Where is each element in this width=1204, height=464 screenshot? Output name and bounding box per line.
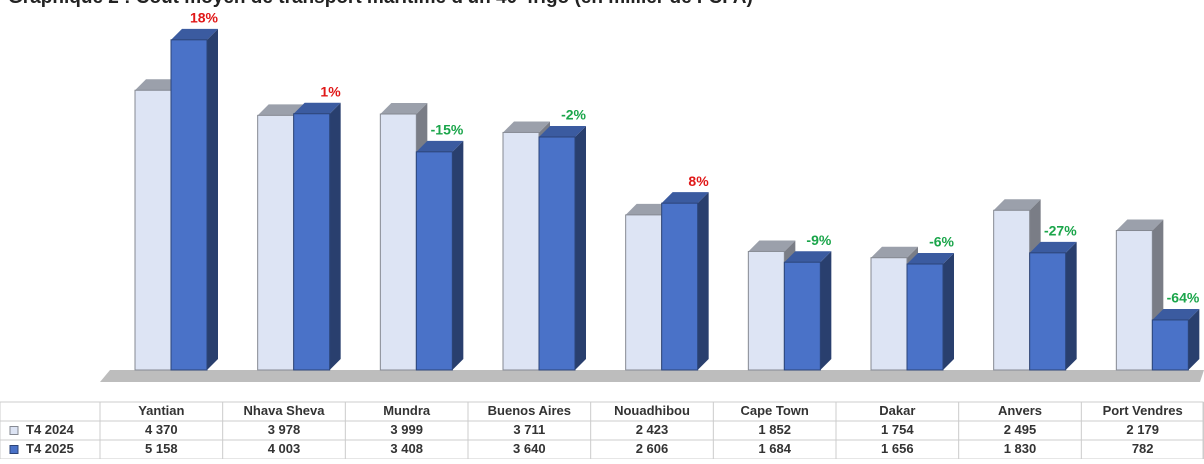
bar bbox=[747, 250, 785, 371]
table-value: 782 bbox=[1132, 441, 1154, 456]
change-label: -64% bbox=[1167, 290, 1200, 306]
change-label: 18% bbox=[190, 10, 219, 26]
bar bbox=[1151, 319, 1189, 371]
category-label: Cape Town bbox=[740, 403, 808, 418]
category-label: Mundra bbox=[383, 403, 431, 418]
bar-top bbox=[503, 121, 550, 133]
bar bbox=[906, 263, 944, 371]
category-label: Port Vendres bbox=[1103, 403, 1183, 418]
bar-side bbox=[1065, 241, 1077, 370]
legend-swatch bbox=[9, 445, 19, 454]
bar-side bbox=[697, 192, 709, 370]
table-value: 1 754 bbox=[881, 422, 914, 437]
bar-top bbox=[1152, 308, 1200, 320]
category-label: Dakar bbox=[879, 403, 915, 418]
bar-side bbox=[452, 140, 464, 370]
bar-top bbox=[293, 102, 341, 114]
table-value: 4 003 bbox=[268, 441, 301, 456]
bar bbox=[993, 209, 1031, 371]
change-label: -9% bbox=[806, 232, 831, 248]
table-value: 2 495 bbox=[1004, 422, 1037, 437]
bar bbox=[170, 39, 208, 371]
bar bbox=[379, 113, 417, 371]
change-label: 1% bbox=[320, 83, 341, 99]
table-value: 2 423 bbox=[636, 422, 669, 437]
bar-top bbox=[1029, 241, 1077, 253]
bar-side bbox=[1188, 308, 1200, 370]
bar bbox=[538, 136, 576, 371]
bar-side bbox=[207, 28, 218, 370]
bar-top bbox=[871, 246, 918, 258]
change-label: -15% bbox=[431, 122, 464, 138]
change-label: 8% bbox=[688, 173, 709, 189]
bar bbox=[661, 202, 699, 371]
category-label: Anvers bbox=[998, 403, 1042, 418]
bar-top bbox=[539, 125, 586, 137]
table-value: 3 711 bbox=[513, 422, 545, 437]
legend-swatch bbox=[9, 426, 19, 435]
bar-top bbox=[416, 140, 464, 152]
table-value: 2 606 bbox=[636, 441, 669, 456]
category-label: Buenos Aires bbox=[488, 403, 571, 418]
bar-side bbox=[943, 252, 954, 370]
bar bbox=[1115, 230, 1153, 371]
category-label: Nouadhibou bbox=[614, 403, 690, 418]
bar-top bbox=[257, 104, 305, 116]
bar bbox=[625, 214, 663, 371]
bar-side bbox=[820, 251, 832, 370]
bar bbox=[134, 89, 172, 371]
table-value: 3 640 bbox=[513, 441, 546, 456]
table-value: 3 999 bbox=[390, 422, 423, 437]
bar-top bbox=[625, 203, 673, 215]
bar-top bbox=[661, 192, 709, 204]
chart-title: Graphique 2 : Coût moyen de transport ma… bbox=[8, 0, 753, 8]
table-value: 3 978 bbox=[268, 422, 301, 437]
bar-top bbox=[784, 251, 832, 263]
table-value: 2 179 bbox=[1126, 422, 1159, 437]
bar bbox=[870, 257, 908, 371]
table-value: 1 656 bbox=[881, 441, 914, 456]
change-label: -2% bbox=[561, 107, 586, 123]
bar bbox=[415, 151, 453, 371]
bar-top bbox=[171, 28, 218, 40]
bar bbox=[1029, 252, 1067, 371]
bar-side bbox=[329, 102, 341, 370]
bar-top bbox=[993, 199, 1041, 211]
bar-top bbox=[135, 79, 182, 91]
change-label: -6% bbox=[929, 234, 954, 250]
bar bbox=[783, 261, 821, 371]
bar-top bbox=[1116, 219, 1164, 231]
bar-side bbox=[575, 125, 586, 370]
table-value: 1 830 bbox=[1004, 441, 1037, 456]
bar bbox=[293, 113, 331, 371]
table-value: 1 684 bbox=[758, 441, 791, 456]
table-value: 3 408 bbox=[390, 441, 423, 456]
bar bbox=[502, 131, 540, 371]
bar-top bbox=[748, 240, 796, 252]
legend-label: T4 2024 bbox=[26, 422, 74, 437]
change-label: -27% bbox=[1044, 223, 1077, 239]
bar-top bbox=[907, 252, 954, 264]
table-value: 5 158 bbox=[145, 441, 178, 456]
legend-label: T4 2025 bbox=[26, 441, 74, 456]
category-label: Yantian bbox=[138, 403, 184, 418]
table-value: 1 852 bbox=[758, 422, 791, 437]
table-value: 4 370 bbox=[145, 422, 178, 437]
bar-top bbox=[380, 103, 428, 115]
category-label: Nhava Sheva bbox=[244, 403, 326, 418]
bar bbox=[257, 114, 295, 371]
floor bbox=[100, 370, 1204, 382]
